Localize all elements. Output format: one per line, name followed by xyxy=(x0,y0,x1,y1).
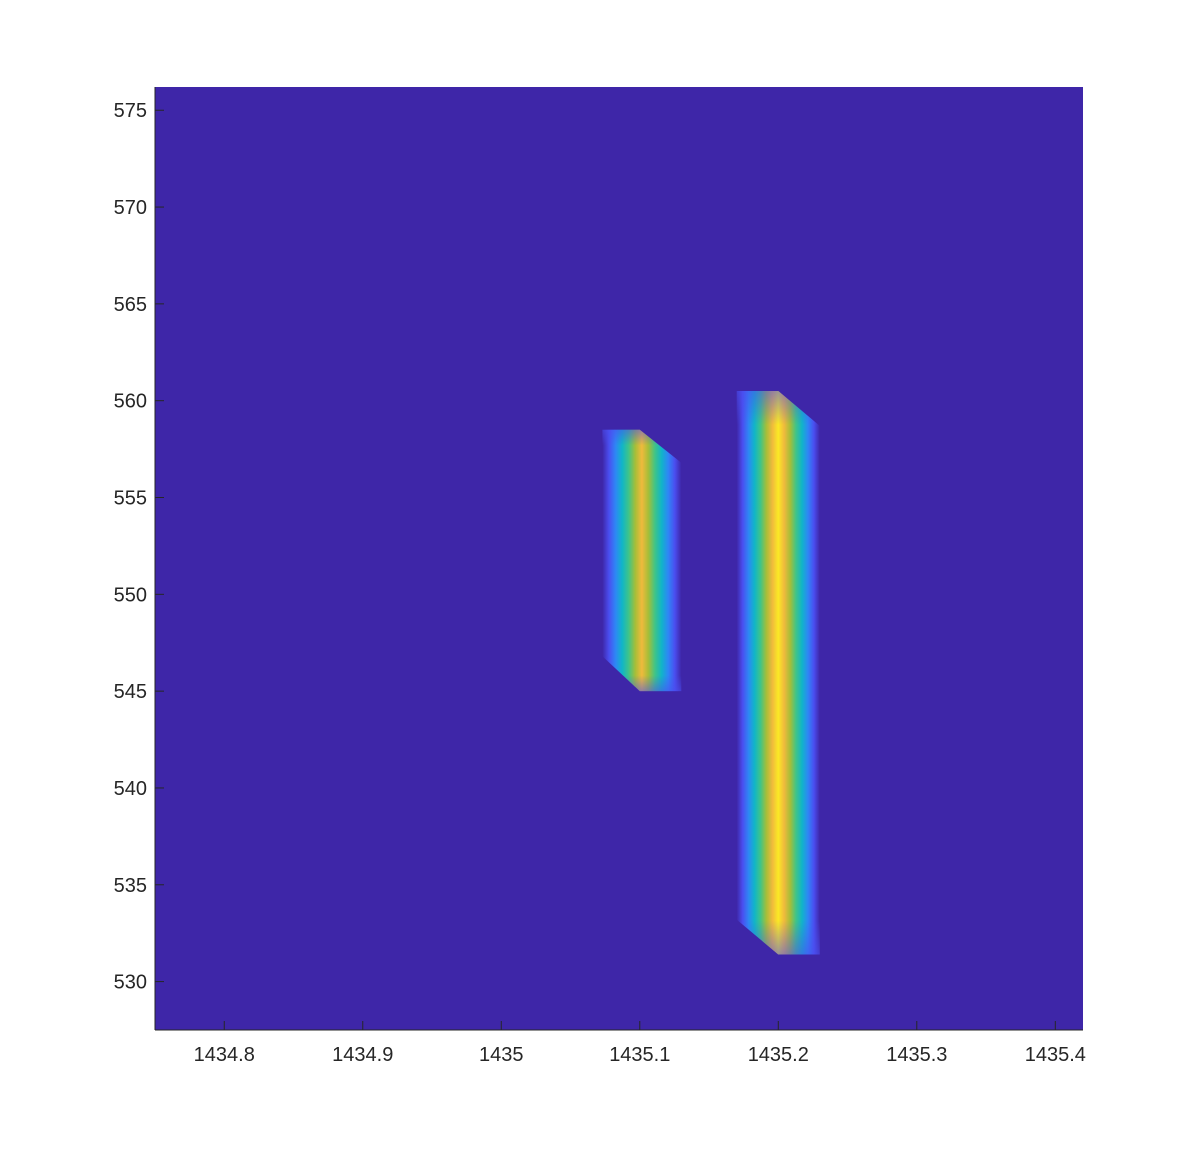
x-tick-label: 1435.2 xyxy=(748,1044,809,1066)
y-tick-label: 555 xyxy=(114,488,147,510)
heatmap-band-2-edge xyxy=(736,391,820,955)
heatmap-band-1-edge xyxy=(602,429,682,692)
y-tick-label: 535 xyxy=(114,875,147,897)
x-axis-ticks: 1434.8 1434.9 1435 1435.1 1435.2 1435.3 1435.4 xyxy=(194,1021,1086,1066)
x-tick-label: 1434.8 xyxy=(194,1044,255,1066)
heatmap-features xyxy=(602,391,820,955)
y-axis-ticks: 530 535 540 545 550 555 560 565 570 575 xyxy=(114,100,164,994)
y-tick-label: 560 xyxy=(114,391,147,413)
x-tick-label: 1435.3 xyxy=(886,1044,947,1066)
y-tick-label: 540 xyxy=(114,778,147,800)
y-tick-label: 530 xyxy=(114,972,147,994)
x-tick-label: 1435 xyxy=(479,1044,524,1066)
y-tick-label: 545 xyxy=(114,681,147,703)
y-tick-label: 575 xyxy=(114,100,147,122)
y-tick-label: 570 xyxy=(114,197,147,219)
x-tick-label: 1435.1 xyxy=(609,1044,670,1066)
y-tick-label: 565 xyxy=(114,294,147,316)
axes xyxy=(154,87,1083,1031)
x-tick-label: 1435.4 xyxy=(1025,1044,1086,1066)
x-tick-label: 1434.9 xyxy=(332,1044,393,1066)
y-tick-label: 550 xyxy=(114,584,147,606)
